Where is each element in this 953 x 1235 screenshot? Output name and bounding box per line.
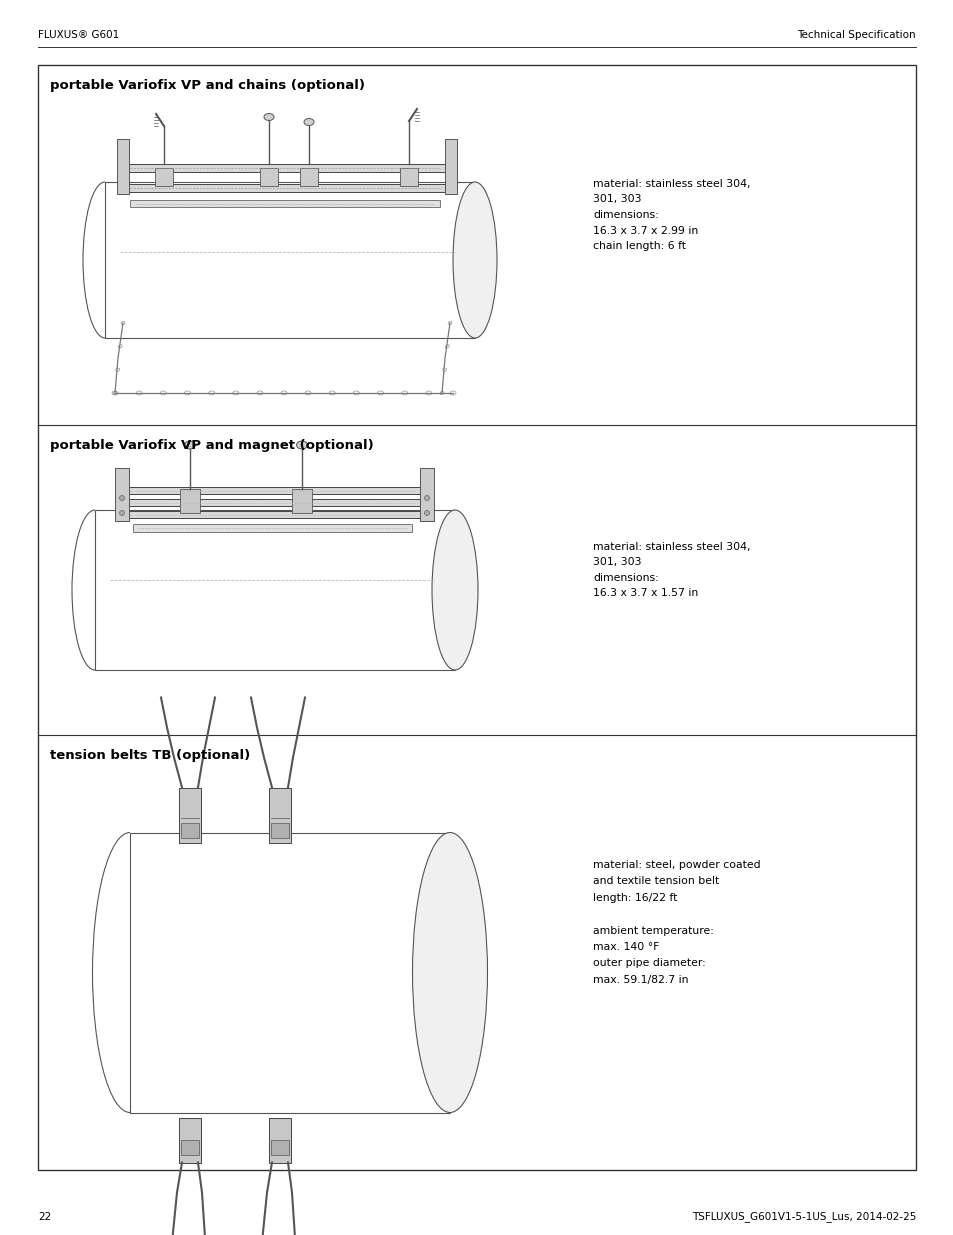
Bar	[271, 1140, 289, 1155]
Bar	[299, 168, 317, 186]
Bar	[181, 1140, 199, 1155]
Bar	[125, 511, 419, 517]
Bar	[95, 510, 455, 671]
Ellipse shape	[424, 510, 429, 515]
Bar	[125, 499, 419, 506]
Bar	[419, 468, 434, 521]
Bar	[292, 489, 312, 513]
Text: material: steel, powder coated
and textile tension belt
length: 16/22 ft

ambien: material: steel, powder coated and texti…	[593, 860, 760, 984]
Bar	[444, 140, 456, 194]
Ellipse shape	[424, 495, 429, 500]
Bar	[117, 140, 129, 194]
Bar	[179, 1118, 201, 1162]
Text: TSFLUXUS_G601V1-5-1US_Lus, 2014-02-25: TSFLUXUS_G601V1-5-1US_Lus, 2014-02-25	[691, 1212, 915, 1223]
Bar	[130, 200, 439, 207]
Bar	[399, 168, 417, 186]
Bar	[181, 823, 199, 837]
Ellipse shape	[119, 510, 125, 515]
Ellipse shape	[304, 119, 314, 126]
Text: FLUXUS® G601: FLUXUS® G601	[38, 30, 119, 40]
Bar	[105, 182, 475, 338]
Ellipse shape	[264, 114, 274, 121]
Text: Technical Specification: Technical Specification	[797, 30, 915, 40]
Ellipse shape	[432, 510, 477, 671]
Text: material: stainless steel 304,
301, 303
dimensions:
16.3 x 3.7 x 1.57 in: material: stainless steel 304, 301, 303 …	[593, 542, 750, 599]
Bar	[125, 184, 444, 191]
Bar	[125, 487, 419, 494]
Bar	[269, 1118, 291, 1162]
Bar	[271, 823, 289, 837]
Bar	[180, 489, 200, 513]
Ellipse shape	[453, 182, 497, 338]
Ellipse shape	[119, 495, 125, 500]
Bar	[154, 168, 172, 186]
Ellipse shape	[184, 441, 195, 450]
Text: tension belts TB (optional): tension belts TB (optional)	[50, 748, 250, 762]
Bar	[132, 524, 412, 532]
Bar	[130, 832, 450, 1113]
Ellipse shape	[412, 832, 487, 1113]
Bar	[38, 65, 915, 1170]
Text: material: stainless steel 304,
301, 303
dimensions:
16.3 x 3.7 x 2.99 in
chain l: material: stainless steel 304, 301, 303 …	[593, 179, 750, 251]
Bar	[125, 164, 444, 172]
Text: portable Variofix VP and magnet (optional): portable Variofix VP and magnet (optiona…	[50, 438, 374, 452]
Ellipse shape	[296, 441, 307, 450]
Bar	[179, 788, 201, 842]
Bar	[260, 168, 277, 186]
Text: 22: 22	[38, 1212, 51, 1221]
Text: portable Variofix VP and chains (optional): portable Variofix VP and chains (optiona…	[50, 79, 365, 91]
Bar	[269, 788, 291, 842]
Bar	[115, 468, 129, 521]
